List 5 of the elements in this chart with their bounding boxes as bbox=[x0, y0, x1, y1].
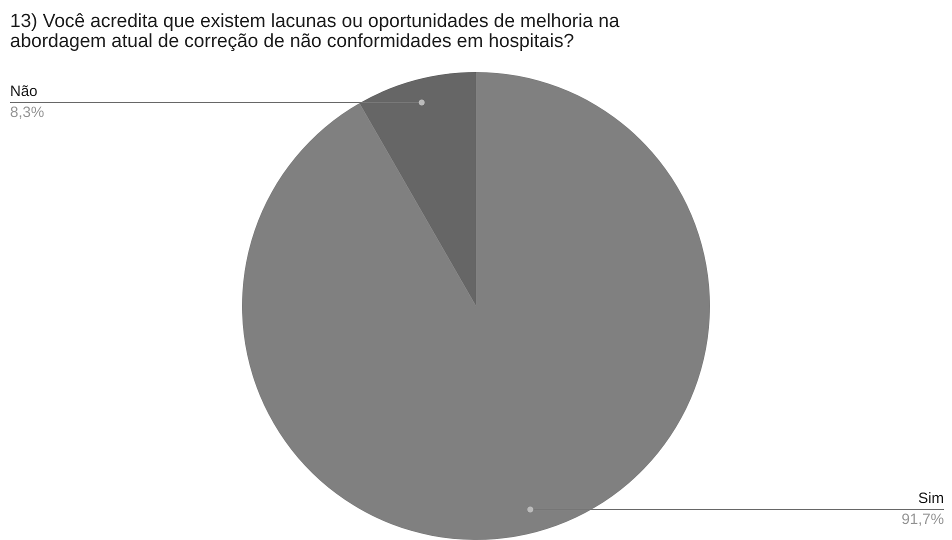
data-label: 8,3% bbox=[10, 104, 44, 122]
data-label: 91,7% bbox=[901, 511, 944, 528]
slice-label: Não bbox=[10, 83, 38, 100]
slice-label: Sim bbox=[918, 490, 944, 508]
chart-title: 13) Você acredita que existem lacunas ou oportunidades de melhoria na abordagem atual de correção de não conformidades em hospitais? bbox=[10, 11, 620, 52]
